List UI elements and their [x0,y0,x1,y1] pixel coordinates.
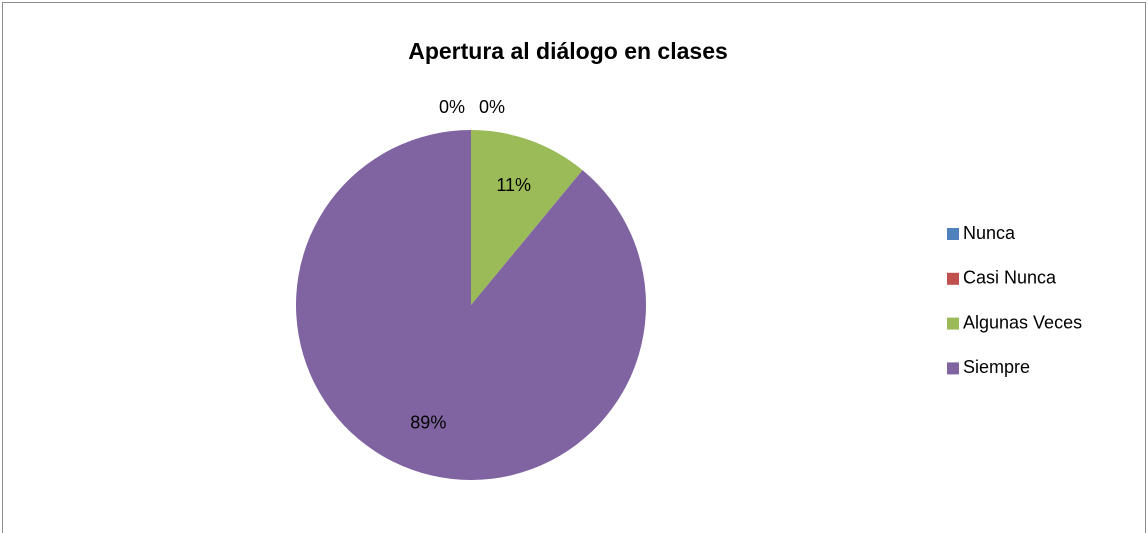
legend-swatch [947,362,959,375]
legend-label: Casi Nunca [963,268,1057,288]
data-label: 0% [439,97,465,117]
data-label: 89% [410,412,446,432]
data-label: 11% [496,175,531,195]
pie-slice [471,130,583,305]
data-label: 0% [479,97,505,117]
legend-swatch [947,272,959,285]
legend-label: Algunas Veces [963,312,1082,332]
chart-title: Apertura al diálogo en clases [408,38,728,64]
legend-label: Nunca [963,223,1016,243]
legend-label: Siempre [963,357,1030,377]
legend-swatch [947,317,959,330]
pie-slice [295,130,646,480]
legend-swatch [947,228,959,240]
